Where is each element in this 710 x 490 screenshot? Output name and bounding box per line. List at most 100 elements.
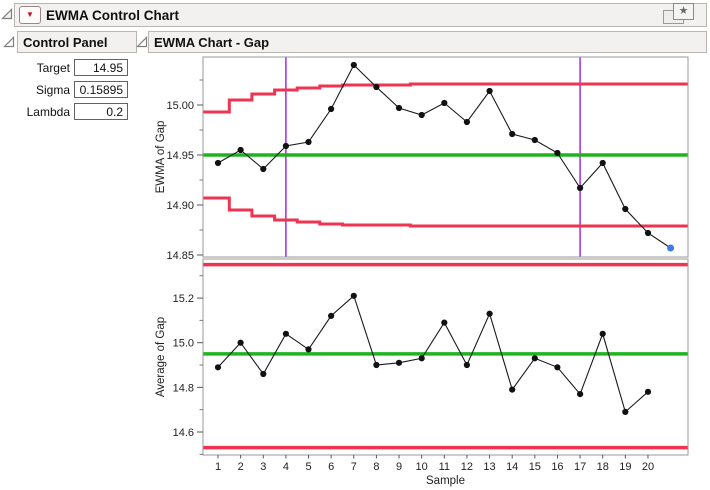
target-field-row: Target 14.95 [0, 59, 145, 77]
data-point[interactable] [486, 310, 493, 317]
data-point[interactable] [531, 355, 538, 362]
y-tick-label: 15.0 [173, 338, 194, 350]
y-tick-label: 14.85 [166, 250, 194, 262]
x-tick-label: 20 [642, 461, 654, 473]
x-tick-label: 1 [215, 461, 221, 473]
ewma-chart-title-bar: EWMA Chart - Gap [148, 31, 707, 53]
x-tick-label: 11 [439, 461, 450, 473]
data-point[interactable] [441, 99, 448, 107]
sigma-input[interactable]: 0.15895 [74, 81, 128, 98]
ewma-chart[interactable]: 15.00 14.95 14.90 14.85 EWMA of Gap [155, 56, 689, 262]
x-axis-title: Sample [426, 475, 465, 487]
data-point[interactable] [418, 111, 425, 119]
sigma-field-row: Sigma 0.15895 [0, 81, 145, 99]
data-point[interactable] [237, 339, 244, 346]
x-tick-label: 10 [416, 461, 428, 473]
y-tick-label: 15.2 [173, 293, 194, 305]
x-tick-label: 17 [574, 461, 586, 473]
y-tick-label: 14.90 [166, 200, 194, 212]
data-point[interactable] [463, 118, 470, 126]
x-tick-label: 13 [483, 461, 495, 473]
y-tick-label: 14.6 [173, 427, 194, 439]
x-tick-label: 7 [351, 461, 357, 473]
x-tick-label: 2 [238, 461, 244, 473]
data-point[interactable] [305, 346, 312, 353]
data-point[interactable] [486, 87, 493, 95]
lambda-label: Lambda [26, 105, 70, 119]
data-point[interactable] [599, 330, 606, 337]
data-point[interactable] [214, 364, 222, 371]
data-point[interactable] [554, 364, 561, 371]
x-tick-label: 16 [551, 461, 563, 473]
data-point[interactable] [214, 159, 222, 167]
data-point[interactable] [350, 292, 357, 299]
report-title-bar: ▼ EWMA Control Chart [14, 3, 707, 27]
ucl-line [203, 82, 688, 114]
target-input[interactable]: 14.95 [74, 59, 128, 76]
data-point[interactable] [373, 361, 380, 369]
disclosure-triangle-icon[interactable] [1, 8, 13, 20]
lambda-input[interactable]: 0.2 [74, 103, 128, 120]
red-triangle-icon: ▼ [26, 10, 34, 19]
data-point[interactable] [441, 319, 448, 326]
sigma-label: Sigma [35, 83, 70, 97]
x-tick-label: 9 [396, 461, 402, 473]
lcl-line [203, 196, 688, 228]
x-tick-label: 15 [529, 461, 541, 473]
report-title: EWMA Control Chart [46, 7, 179, 23]
x-tick-label: 19 [619, 461, 631, 473]
selected-data-point[interactable] [667, 244, 675, 252]
pin-star-icon: ★ [673, 3, 694, 20]
pin-report-button[interactable]: ★ [663, 3, 694, 24]
data-point[interactable] [531, 136, 538, 144]
x-tick-label: 14 [506, 461, 518, 473]
data-point[interactable] [395, 104, 403, 112]
target-label: Target [36, 61, 70, 75]
x-tick-label: 8 [373, 461, 379, 473]
data-point[interactable] [554, 149, 561, 157]
x-tick-label: 5 [305, 461, 311, 473]
data-point[interactable] [328, 312, 335, 319]
data-point[interactable] [577, 391, 584, 398]
data-point[interactable] [463, 361, 470, 369]
control-panel-title-bar: Control Panel [17, 31, 137, 53]
data-point[interactable] [577, 184, 584, 192]
ewma-chart-title: EWMA Chart - Gap [154, 34, 270, 50]
y-tick-label: 15.00 [166, 100, 194, 112]
y-axis-title: EWMA of Gap [155, 121, 167, 194]
data-point[interactable] [644, 229, 652, 237]
data-point[interactable] [509, 130, 516, 138]
x-tick-label: 12 [461, 461, 473, 473]
y-axis-title: Average of Gap [155, 317, 167, 397]
x-tick-label: 18 [597, 461, 609, 473]
data-point[interactable] [350, 61, 357, 69]
data-point[interactable] [305, 138, 312, 146]
x-tick-label: 6 [328, 461, 334, 473]
data-point[interactable] [282, 330, 289, 337]
data-point[interactable] [622, 205, 629, 213]
data-point[interactable] [395, 359, 403, 366]
data-point[interactable] [237, 146, 244, 154]
y-tick-label: 14.95 [166, 150, 194, 162]
data-point[interactable] [260, 165, 267, 173]
control-panel-title: Control Panel [23, 34, 108, 50]
disclosure-triangle-icon[interactable] [136, 36, 148, 48]
red-triangle-menu-button[interactable]: ▼ [19, 6, 41, 24]
data-point[interactable] [373, 83, 380, 91]
data-point[interactable] [328, 105, 335, 113]
data-point[interactable] [509, 386, 516, 393]
data-point[interactable] [599, 159, 606, 167]
x-tick-label: 3 [260, 461, 266, 473]
data-point[interactable] [644, 388, 652, 395]
disclosure-triangle-icon[interactable] [3, 36, 15, 48]
data-point[interactable] [282, 142, 289, 150]
x-tick-label: 4 [283, 461, 289, 473]
data-point[interactable] [260, 370, 267, 378]
data-point[interactable] [622, 408, 629, 415]
y-tick-label: 14.8 [173, 382, 194, 394]
lambda-field-row: Lambda 0.2 [0, 103, 145, 121]
data-point[interactable] [418, 355, 425, 362]
